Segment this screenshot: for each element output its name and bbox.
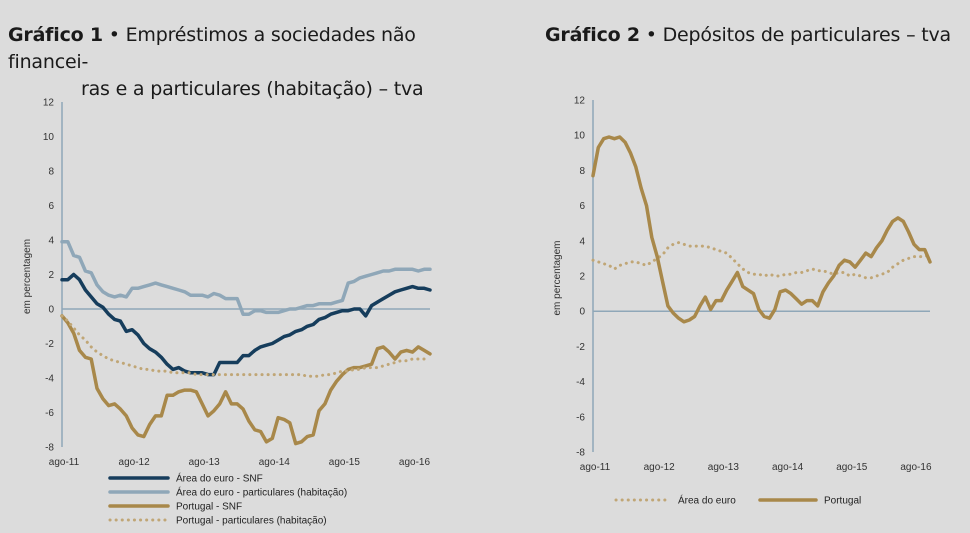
chart-2-y-tick-label: 4	[579, 236, 585, 247]
chart-1-y-tick-label: -2	[45, 339, 54, 350]
chart-2-title-prefix: Gráfico 2	[545, 24, 640, 46]
chart-1-series-line	[60, 314, 432, 446]
chart-2-title-bullet: •	[645, 24, 657, 46]
chart-panel-2: Gráfico 2 • Depósitos de particulares – …	[490, 0, 970, 533]
chart-1-y-tick-label: -8	[45, 443, 54, 454]
chart-1-x-tick-label: ago-12	[119, 457, 151, 468]
chart-1-title-prefix: Gráfico 1	[8, 24, 103, 46]
chart-1-title-line2: ras e a particulares (habitação) – tva	[81, 78, 424, 100]
chart-2-x-tick-label: ago-16	[900, 462, 932, 473]
chart-2-legend-label: Área do euro	[678, 494, 736, 507]
chart-1-y-axis-title: em percentagem	[22, 239, 33, 314]
chart-2-y-tick-label: 12	[574, 96, 586, 107]
chart-2-series-line	[591, 135, 932, 324]
chart-2-y-tick-label: 8	[579, 166, 585, 177]
chart-1-y-tick-label: 0	[48, 305, 54, 316]
chart-1-series-line	[60, 272, 432, 377]
chart-1-x-tick-label: ago-16	[399, 457, 431, 468]
chart-1-title-bullet: •	[108, 24, 120, 46]
chart-2-svg: 12 10 8 6 4 2 0 -2 -4 -6 -8 ago-11 ago-12 ago-13 ago-1…	[552, 96, 932, 507]
chart-1-series-line	[60, 314, 432, 378]
chart-1-x-tick-label: ago-14	[259, 457, 291, 468]
chart-1-x-tick-label: ago-15	[329, 457, 361, 468]
chart-1-y-tick-label: -4	[45, 374, 54, 385]
chart-1-legend-label: Área do euro - SNF	[176, 472, 263, 485]
chart-2-title: Gráfico 2 • Depósitos de particulares – …	[545, 22, 965, 49]
chart-2-y-tick-label: 0	[579, 307, 585, 318]
chart-1-y-tick-label: 6	[48, 201, 54, 212]
chart-1-y-tick-label: 12	[43, 98, 55, 109]
chart-2-x-tick-label: ago-14	[772, 462, 804, 473]
chart-2-legend-label: Portugal	[824, 496, 861, 507]
chart-2-x-tick-label: ago-11	[580, 462, 611, 473]
chart-2-series-line	[591, 241, 932, 280]
chart-2-x-tick-label: ago-13	[708, 462, 740, 473]
chart-1-y-tick-label: 8	[48, 167, 54, 178]
chart-1-legend-label: Portugal - particulares (habitação)	[176, 516, 327, 527]
chart-1-title: Gráfico 1 • Empréstimos a sociedades não…	[8, 22, 478, 103]
chart-1-y-tick-label: -6	[45, 408, 54, 419]
chart-1-y-tick-label: 10	[43, 132, 55, 143]
chart-1-y-tick-label: 4	[48, 236, 54, 247]
chart-2-y-tick-label: -2	[576, 342, 585, 353]
chart-2-x-tick-label: ago-12	[644, 462, 676, 473]
chart-1-legend-label: Área do euro - particulares (habitação)	[176, 486, 347, 499]
chart-2-y-tick-label: 2	[579, 272, 585, 283]
chart-panel-1: Gráfico 1 • Empréstimos a sociedades não…	[0, 0, 480, 533]
chart-1-x-tick-label: ago-11	[49, 457, 80, 468]
chart-1-svg: 12 10 8 6 4 2 0 -2 -4 -6 -8 ago-11 ago-12 ago-13 ago-1…	[22, 98, 432, 527]
chart-2-y-tick-label: -8	[576, 448, 585, 459]
chart-1-series-line	[60, 239, 432, 316]
chart-2-y-tick-label: 6	[579, 201, 585, 212]
chart-1-title-line1: Empréstimos a sociedades não financei-	[8, 24, 416, 73]
chart-1-y-tick-label: 2	[48, 270, 54, 281]
chart-2-x-tick-label: ago-15	[836, 462, 868, 473]
chart-1-legend-label: Portugal - SNF	[176, 502, 242, 513]
chart-2-y-tick-label: 10	[574, 131, 586, 142]
chart-2-y-tick-label: -6	[576, 412, 585, 423]
chart-1-x-tick-label: ago-13	[189, 457, 221, 468]
chart-2-title-line1: Depósitos de particulares – tva	[662, 24, 952, 46]
chart-2-y-axis-title: em percentagem	[552, 240, 563, 315]
chart-2-y-tick-label: -4	[576, 377, 585, 388]
